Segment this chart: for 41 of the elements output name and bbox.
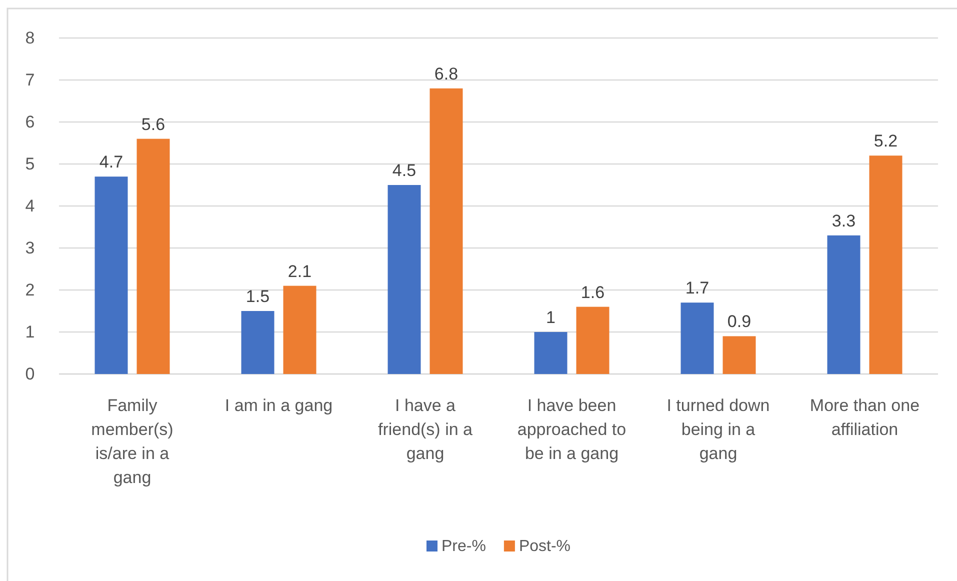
bar — [869, 156, 902, 374]
bar — [283, 286, 316, 374]
data-label: 5.2 — [874, 132, 898, 151]
y-tick-label: 7 — [25, 70, 35, 90]
data-label: 5.6 — [141, 114, 166, 134]
y-tick-label: 6 — [25, 112, 35, 132]
legend-label: Pre-% — [441, 538, 486, 554]
data-label: 1.6 — [580, 282, 605, 302]
bar — [576, 306, 610, 374]
bar — [136, 138, 170, 374]
legend-label: Post-% — [518, 538, 571, 554]
data-label: 3.3 — [832, 211, 856, 230]
data-label: 4.7 — [99, 152, 124, 172]
y-tick-label: 4 — [25, 196, 35, 216]
bar — [241, 311, 274, 374]
data-label: 0.9 — [727, 312, 752, 332]
data-label: 6.8 — [434, 64, 458, 84]
bar — [722, 336, 756, 374]
x-tick-label: More than one affiliation — [810, 396, 920, 439]
bar — [827, 235, 860, 374]
x-tick-label: I am in a gang — [224, 396, 333, 415]
x-tick-label: Family member(s) is/are in a gang — [91, 396, 174, 487]
x-tick-label: I turned down being in a gang — [666, 396, 770, 463]
y-tick-label: 1 — [25, 322, 35, 342]
data-label: 1.7 — [685, 278, 710, 298]
x-tick-label: I have been approached to be in a gang — [517, 396, 626, 463]
bar — [430, 88, 463, 374]
data-label: 1 — [546, 308, 556, 327]
data-label: 2.1 — [288, 262, 312, 281]
y-tick-label: 8 — [25, 28, 35, 48]
y-tick-label: 2 — [25, 280, 35, 300]
data-label: 1.5 — [246, 287, 270, 306]
bar — [680, 302, 714, 374]
data-label: 4.5 — [392, 161, 416, 180]
bar — [534, 332, 568, 374]
y-tick-label: 3 — [25, 238, 35, 258]
x-tick-label: I have a friend(s) in a gang — [378, 396, 474, 463]
y-tick-label: 5 — [25, 154, 35, 174]
y-tick-label: 0 — [25, 364, 35, 384]
bar — [388, 185, 421, 374]
bar — [94, 176, 128, 374]
